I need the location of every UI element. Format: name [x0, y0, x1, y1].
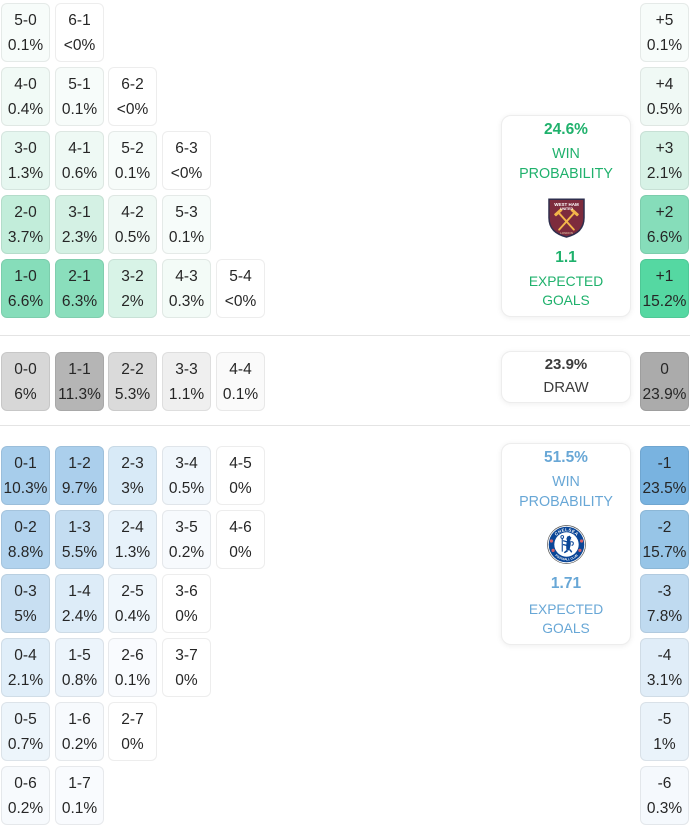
svg-text:WEST HAM: WEST HAM: [554, 202, 579, 207]
svg-text:CHELSEA: CHELSEA: [554, 527, 580, 537]
svg-text:LONDON: LONDON: [560, 231, 573, 235]
svg-text:UNITED: UNITED: [560, 207, 574, 211]
